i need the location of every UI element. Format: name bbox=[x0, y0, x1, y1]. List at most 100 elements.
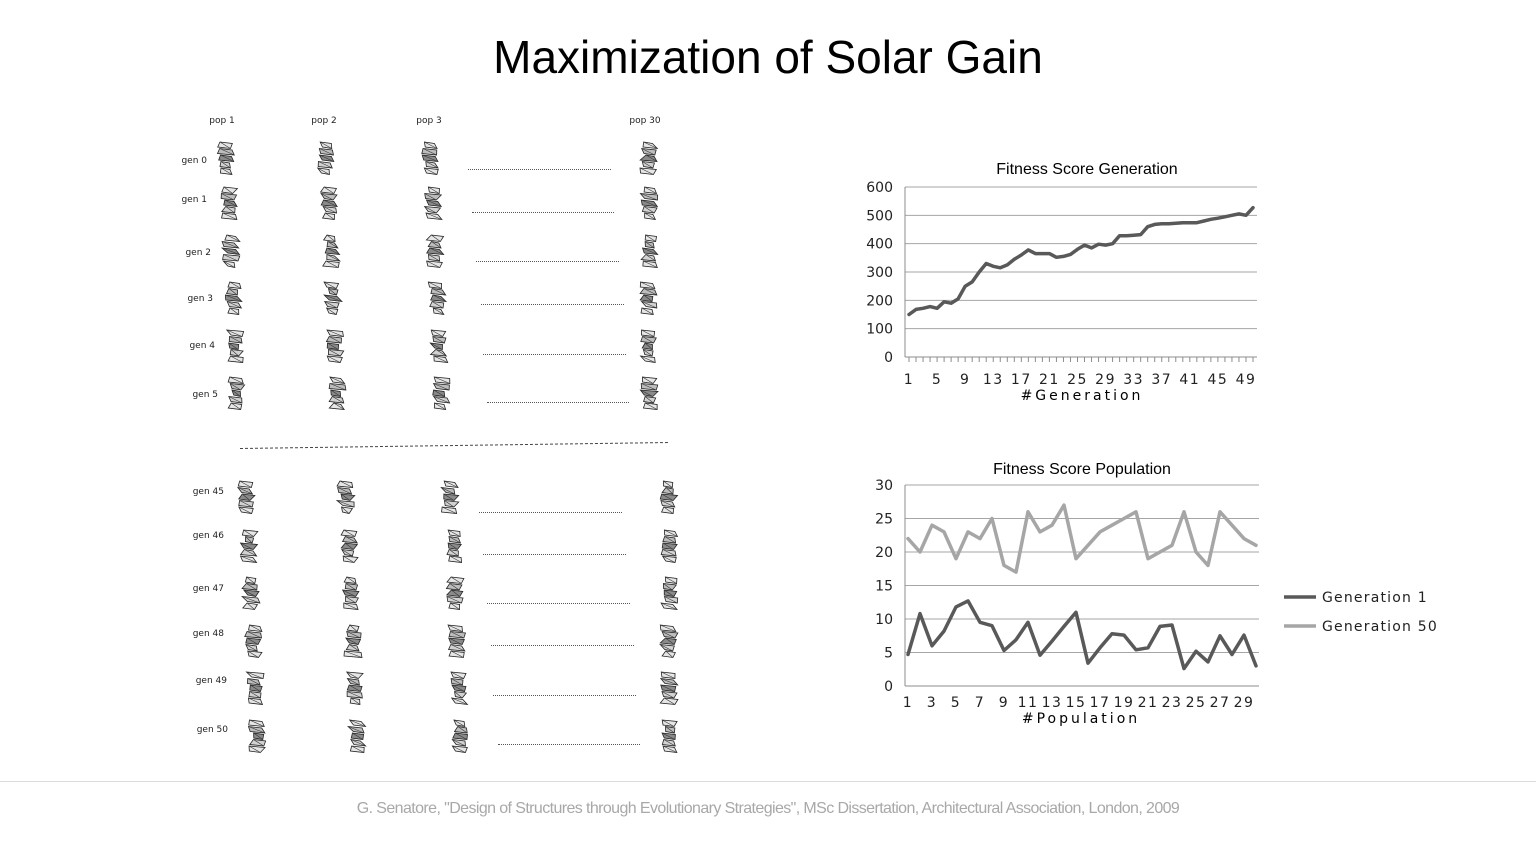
structure-facet bbox=[328, 402, 345, 410]
structure-edge bbox=[640, 355, 656, 363]
structure-thumbnail bbox=[659, 671, 679, 705]
structure-edge bbox=[319, 154, 334, 162]
x-tick-label: 11 bbox=[1018, 695, 1039, 711]
structure-facet bbox=[345, 671, 364, 679]
structure-edge bbox=[346, 576, 357, 584]
structure-edge bbox=[665, 637, 675, 645]
ellipsis-dotted-line bbox=[491, 645, 634, 646]
structure-edge bbox=[324, 294, 342, 302]
structure-facet bbox=[639, 288, 658, 296]
structure-edge bbox=[429, 247, 444, 255]
structure-facet bbox=[221, 186, 239, 194]
structure-thumbnail bbox=[659, 624, 679, 658]
structure-edge bbox=[450, 678, 463, 686]
structure-thumbnail bbox=[316, 141, 335, 175]
structure-edge bbox=[453, 719, 465, 727]
structure-thumbnail bbox=[639, 186, 659, 221]
structure-edge bbox=[326, 234, 336, 242]
structure-edge bbox=[664, 697, 676, 705]
row-label-gen-0: gen 0 bbox=[181, 156, 207, 166]
structure-edge bbox=[223, 260, 235, 268]
structure-edge bbox=[448, 536, 461, 544]
structure-facet bbox=[340, 493, 356, 501]
structure-edge bbox=[663, 506, 674, 514]
structure-edge bbox=[348, 726, 365, 734]
structure-edge bbox=[324, 301, 338, 309]
structure-edge bbox=[430, 342, 443, 350]
structure-edge bbox=[253, 739, 264, 747]
structure-edge bbox=[246, 576, 255, 584]
fitness-generation-chart: Fitness Score Generation 0 100 200 300 400 50… bbox=[866, 161, 1257, 404]
structure-edge bbox=[327, 342, 339, 350]
structure-facet bbox=[242, 602, 259, 610]
structure-edge bbox=[426, 199, 442, 207]
structure-edge bbox=[454, 691, 463, 699]
structure-edge bbox=[449, 555, 462, 563]
row-label-gen-46: gen 46 bbox=[192, 531, 224, 541]
structure-edge bbox=[424, 193, 437, 201]
structure-edge bbox=[639, 167, 654, 175]
structure-edge bbox=[432, 294, 447, 302]
structure-edge bbox=[451, 589, 461, 597]
column-label-pop-2: pop 2 bbox=[311, 116, 337, 126]
structure-thumbnail bbox=[322, 234, 342, 268]
structure-edge bbox=[332, 396, 344, 404]
structure-edge bbox=[644, 186, 657, 194]
structure-thumbnail bbox=[341, 576, 360, 610]
structure-edge bbox=[248, 697, 263, 705]
structure-facet bbox=[453, 726, 468, 734]
structure-edge bbox=[431, 301, 444, 309]
row-label-gen-4: gen 4 bbox=[189, 341, 215, 351]
x-tick-label: 17 bbox=[1090, 695, 1111, 711]
structure-edge bbox=[317, 167, 330, 175]
structure-thumbnail bbox=[451, 719, 468, 753]
structure-edge bbox=[340, 493, 351, 501]
structure-thumbnail bbox=[445, 576, 465, 610]
structure-edge bbox=[642, 161, 654, 169]
y-tick-label: 300 bbox=[866, 265, 893, 281]
structure-edge bbox=[345, 583, 357, 591]
structure-edge bbox=[451, 684, 465, 692]
y-tick-label: 200 bbox=[866, 293, 893, 309]
structure-edge bbox=[432, 336, 445, 344]
structure-edge bbox=[223, 186, 233, 194]
x-tick-label: 27 bbox=[1210, 695, 1231, 711]
structure-facet bbox=[661, 650, 676, 658]
structure-edge bbox=[231, 389, 241, 397]
structure-thumbnail bbox=[319, 186, 338, 220]
structure-thumbnail bbox=[220, 234, 241, 269]
ellipsis-dotted-line bbox=[479, 512, 622, 513]
y-tick-label: 0 bbox=[884, 679, 893, 695]
structure-edge bbox=[442, 506, 457, 514]
structure-edge bbox=[220, 161, 231, 169]
generation-gap-separator bbox=[239, 442, 668, 449]
structure-edge bbox=[350, 697, 361, 705]
structure-edge bbox=[237, 487, 253, 495]
structure-edge bbox=[339, 480, 353, 488]
structure-edge bbox=[248, 726, 265, 734]
structure-thumbnail bbox=[660, 576, 679, 611]
structure-facet bbox=[639, 167, 658, 175]
x-tick-label: 19 bbox=[1114, 695, 1135, 711]
structure-facet bbox=[641, 206, 658, 214]
structure-edge bbox=[348, 684, 361, 692]
structure-edge bbox=[443, 493, 455, 501]
structure-edge bbox=[244, 549, 257, 557]
structure-thumbnail bbox=[247, 719, 267, 753]
structure-thumbnail bbox=[323, 281, 343, 315]
structure-edge bbox=[661, 691, 675, 699]
structure-edge bbox=[642, 247, 658, 255]
structure-edge bbox=[645, 254, 656, 262]
structure-edge bbox=[452, 739, 466, 747]
chart-title: Fitness Score Population bbox=[993, 461, 1171, 478]
structure-edge bbox=[329, 376, 345, 384]
column-label-pop-30: pop 30 bbox=[629, 116, 661, 126]
structure-edge bbox=[328, 288, 337, 296]
structure-facet bbox=[427, 241, 442, 249]
x-tick-label: 49 bbox=[1236, 372, 1257, 388]
structure-thumbnail bbox=[432, 376, 451, 410]
structure-thumbnail bbox=[241, 576, 261, 610]
structure-edge bbox=[431, 241, 442, 249]
structure-facet bbox=[424, 193, 443, 201]
structure-thumbnail bbox=[423, 186, 443, 220]
